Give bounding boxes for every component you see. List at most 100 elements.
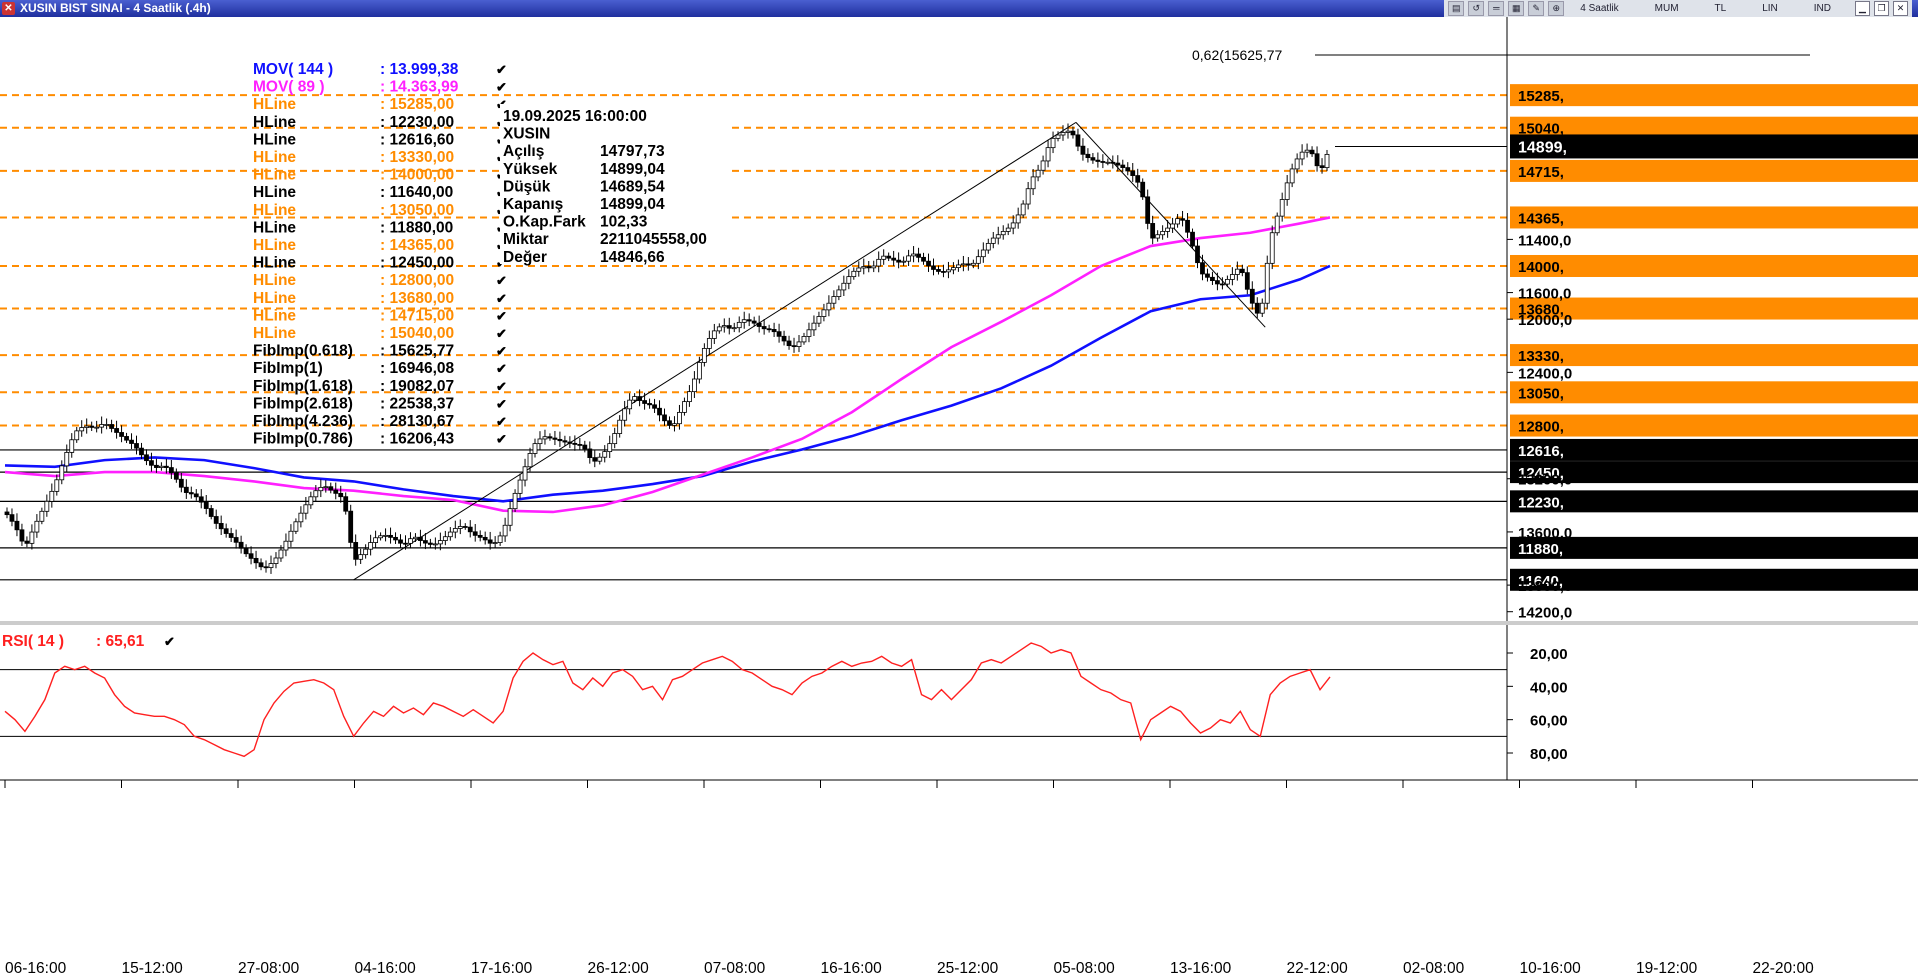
legend-check-icon-18: ✔ [496,379,507,394]
candle-body [44,500,50,512]
candle-body [851,270,857,278]
legend-value-2: : 15285,00 [380,96,454,113]
candle-body [592,457,598,462]
candle-body [766,328,772,331]
legend-value-17: : 16946,08 [380,360,454,377]
legend-value-3: : 12230,00 [380,114,454,131]
hline-price-label-bg-7 [1510,381,1918,404]
hline-price-label-3: 14365, [1518,210,1564,227]
zoom-icon[interactable]: ⊕ [1548,1,1565,16]
legend-check-icon-21: ✔ [496,432,507,447]
candle-body [741,319,747,323]
candle-body [497,535,503,543]
candle-body [1264,262,1270,304]
candle-body [1010,222,1016,229]
grid-icon[interactable]: ▦ [1508,1,1525,16]
chart-type-selector[interactable]: MUM [1654,3,1679,14]
candle-body [956,264,961,268]
window-title: XUSIN BIST SINAI - 4 Saatlik (.4h) [20,1,211,15]
candle-body [527,453,533,468]
candle-body [995,234,1001,239]
period-selector[interactable]: 4 Saatlik [1580,3,1619,14]
candle-body [886,255,892,259]
legend-value-14: : 14715,00 [380,307,454,324]
candle-body [408,538,413,544]
candle-body [183,486,189,493]
candle-body [378,535,383,539]
candle-body [1110,161,1116,164]
candle-body [1080,145,1086,155]
legend-value-4: : 12616,60 [380,131,454,148]
hline-price-label-7: 13050, [1518,385,1564,402]
minimize-icon[interactable]: ▁ [1855,1,1870,16]
restore-icon[interactable]: ❐ [1874,1,1889,16]
candle-body [323,486,329,489]
info-label-1: XUSIN [503,126,550,143]
candle-body [597,456,603,462]
candle-body [1175,218,1180,225]
candle-body [587,448,593,458]
candle-body [49,490,55,502]
time-tick-label-4: 17-16:00 [471,960,533,977]
candle-body [79,427,85,432]
candle-body [866,266,872,269]
candle-body [308,496,314,506]
legend-value-11: : 12450,00 [380,255,454,272]
time-tick-label-9: 05-08:00 [1054,960,1116,977]
candle-body [258,562,264,568]
ruler-icon[interactable]: ═ [1488,1,1505,16]
legend-value-13: : 13680,00 [380,290,454,307]
hline-price-label-8: 12800, [1518,419,1564,436]
candle-body [512,492,518,510]
close-icon[interactable]: ✕ [2,2,15,15]
price-panel[interactable]: 15285, 15040, 14715, 14365, 14000, 13680, 1333… [0,47,1918,591]
candle-body [1105,161,1111,164]
draw-icon[interactable]: ✎ [1528,1,1545,16]
currency-selector[interactable]: TL [1714,3,1727,14]
info-label-6: O.Kap.Fark [503,214,586,231]
candle-body [1185,219,1190,233]
candle-body [178,478,184,488]
indicator-selector[interactable]: IND [1813,3,1831,14]
candle-body [716,326,722,332]
legend-check-icon-14: ✔ [496,308,507,323]
candle-body [1060,132,1066,136]
rsi-line [4,642,1331,758]
candle-body [1220,283,1225,286]
candle-body [980,249,986,258]
candle-body [1005,227,1011,232]
candle-body [303,504,309,514]
candle-body [278,549,284,559]
candle-body [253,557,259,564]
rsi-panel[interactable]: RSI( 14 ): 65,61 ✔ [0,633,1507,758]
candle-body [487,539,493,544]
legend-value-7: : 11640,00 [380,184,453,201]
print-icon[interactable]: ▤ [1448,1,1465,16]
hline-price-label-bg-11 [1510,490,1918,513]
candle-body [1155,234,1161,239]
candle-body [39,510,45,522]
candle-body [791,345,797,348]
candle-body [936,269,941,272]
candle-body [1070,130,1076,136]
legend-name-4: HLine [253,131,296,148]
candle-body [1095,159,1101,162]
candle-body [861,266,867,269]
candle-body [228,533,234,538]
candle-body [243,547,249,555]
legend-check-icon-12: ✔ [496,273,507,288]
legend-name-13: HLine [253,290,296,307]
window-close-icon[interactable]: ✕ [1893,1,1908,16]
fib-label: 0,62(15625,77 [1192,47,1283,63]
info-box-bg [500,104,730,264]
candle-body [1200,262,1205,275]
candle-body [776,331,782,337]
candle-body [547,436,553,439]
legend-name-5: HLine [253,149,296,166]
candle-body [233,537,239,543]
candle-body [691,378,697,393]
time-tick-label-12: 02-08:00 [1403,960,1465,977]
scale-selector[interactable]: LIN [1762,3,1778,14]
undo-icon[interactable]: ↺ [1468,1,1485,16]
